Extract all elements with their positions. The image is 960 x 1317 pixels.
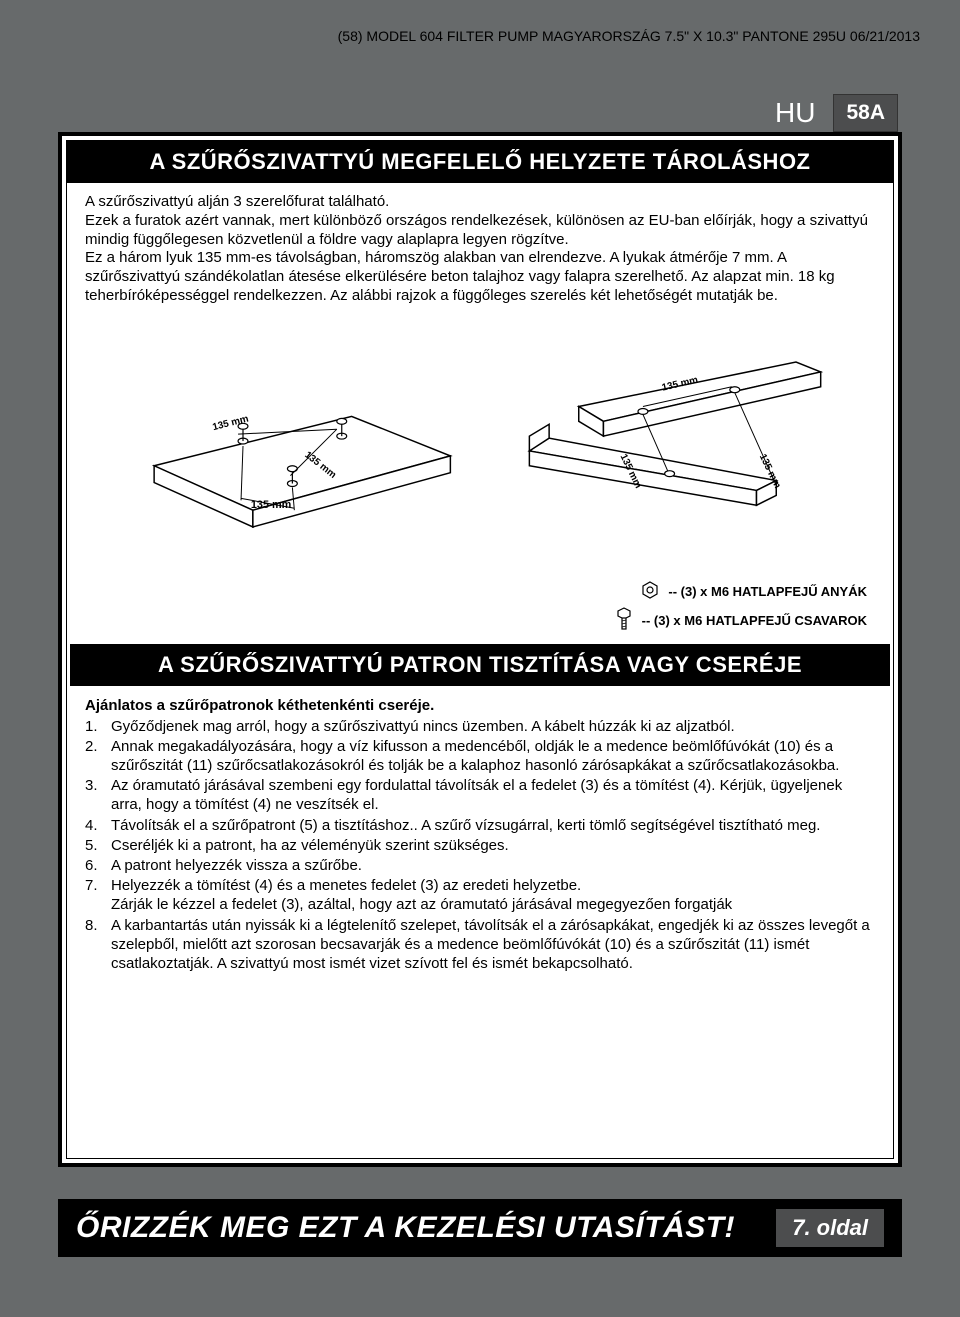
bolt-icon <box>614 607 634 634</box>
step-item: Az óramutató járásával szembeni egy ford… <box>85 776 875 814</box>
step-item: A karbantartás után nyissák ki a légtele… <box>85 916 875 974</box>
footer-left: ŐRIZZÉK MEG EZT A KEZELÉSI UTASÍTÁST! <box>76 1211 735 1245</box>
dim-135-a: 135 mm <box>211 413 250 433</box>
page-badge-row: HU 58A <box>775 94 898 132</box>
step-item: Annak megakadályozására, hogy a víz kifu… <box>85 737 875 775</box>
section1-body: A szűrőszivattyú alján 3 szerelőfurat ta… <box>67 183 893 312</box>
section2-body: Ajánlatos a szűrőpatronok kéthetenkénti … <box>67 686 893 981</box>
footer-bar: ŐRIZZÉK MEG EZT A KEZELÉSI UTASÍTÁST! 7.… <box>58 1199 902 1257</box>
step-item: Távolítsák el a szűrőpatront (5) a tiszt… <box>85 816 875 835</box>
page-code: 58A <box>833 94 898 132</box>
steps-list: Győződjenek mag arról, hogy a szűrősziva… <box>85 717 875 973</box>
footer-right: 7. oldal <box>776 1209 884 1247</box>
step-item: Cseréljék ki a patront, ha az véleményük… <box>85 836 875 855</box>
lang-label: HU <box>775 97 815 129</box>
main-frame: A SZŰRŐSZIVATTYÚ MEGFELELŐ HELYZETE TÁRO… <box>58 132 902 1167</box>
step-item: Győződjenek mag arról, hogy a szűrősziva… <box>85 717 875 736</box>
hardware-bolts-label: -- (3) x M6 HATLAPFEJŰ CSAVAROK <box>642 613 867 628</box>
dim-135-c: 135 mm <box>251 499 291 511</box>
section1-title: A SZŰRŐSZIVATTYÚ MEGFELELŐ HELYZETE TÁRO… <box>67 141 893 183</box>
inner-frame: A SZŰRŐSZIVATTYÚ MEGFELELŐ HELYZETE TÁRO… <box>66 140 894 1159</box>
step-item: A patront helyezzék vissza a szűrőbe. <box>85 856 875 875</box>
header-meta: (58) MODEL 604 FILTER PUMP MAGYARORSZÁG … <box>0 28 920 44</box>
nut-icon <box>640 580 660 603</box>
mounting-diagram: 135 mm 135 mm 135 mm <box>85 316 875 576</box>
section2-lead: Ajánlatos a szűrőpatronok kéthetenkénti … <box>85 696 875 715</box>
hardware-nuts-row: -- (3) x M6 HATLAPFEJŰ ANYÁK <box>67 578 893 605</box>
hardware-nuts-label: -- (3) x M6 HATLAPFEJŰ ANYÁK <box>668 584 867 599</box>
section2-title: A SZŰRŐSZIVATTYÚ PATRON TISZTÍTÁSA VAGY … <box>70 644 890 686</box>
hardware-bolts-row: -- (3) x M6 HATLAPFEJŰ CSAVAROK <box>67 605 893 636</box>
step-item: Helyezzék a tömítést (4) és a menetes fe… <box>85 876 875 914</box>
